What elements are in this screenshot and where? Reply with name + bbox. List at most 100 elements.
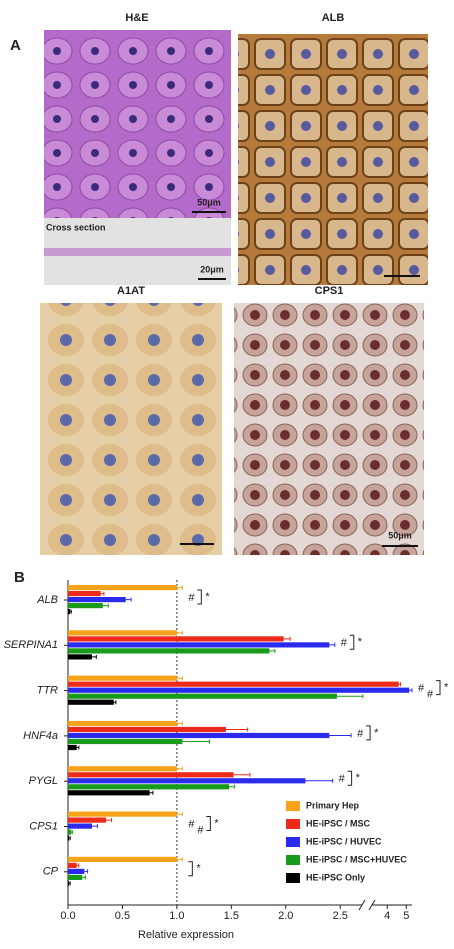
micrograph bbox=[238, 34, 428, 285]
error-bar bbox=[74, 745, 80, 750]
bar bbox=[68, 726, 226, 733]
bracket bbox=[188, 861, 193, 877]
bar bbox=[68, 603, 103, 609]
panel-label: A bbox=[10, 37, 21, 54]
error-bar bbox=[68, 609, 72, 614]
axis-break bbox=[368, 899, 376, 911]
error-bar bbox=[96, 591, 105, 596]
significance: * bbox=[356, 772, 361, 784]
error-bar bbox=[277, 778, 334, 783]
x-tick-label: 2.5 bbox=[333, 910, 348, 922]
y-tick-label: PYGL bbox=[29, 775, 58, 787]
bracket bbox=[349, 634, 355, 650]
y-tick-label: ALB bbox=[36, 594, 58, 606]
image-title: ALB bbox=[322, 12, 345, 24]
bar bbox=[68, 597, 126, 603]
error-bar bbox=[170, 812, 183, 817]
error-bar bbox=[67, 836, 71, 841]
bar bbox=[68, 744, 77, 751]
bar bbox=[68, 591, 101, 597]
bar bbox=[68, 642, 330, 648]
bar bbox=[68, 732, 330, 739]
bracket bbox=[347, 770, 353, 786]
bar bbox=[68, 829, 72, 835]
error-bar bbox=[307, 733, 352, 738]
bar bbox=[68, 630, 177, 636]
legend-swatch bbox=[286, 837, 300, 847]
axis-break bbox=[358, 899, 366, 911]
legend-swatch bbox=[286, 855, 300, 865]
scale-label: 50μm bbox=[388, 530, 412, 540]
bar bbox=[68, 654, 92, 660]
significance: # bbox=[427, 689, 434, 701]
y-tick-label: HNF4a bbox=[23, 730, 58, 742]
significance: * bbox=[205, 591, 210, 603]
significance: # bbox=[188, 592, 195, 604]
error-bar bbox=[309, 694, 364, 699]
significance: * bbox=[374, 727, 379, 739]
x-tick-label: 2.0 bbox=[278, 910, 293, 922]
bar bbox=[68, 687, 410, 693]
error-bar bbox=[276, 636, 291, 641]
error-bar bbox=[170, 857, 183, 862]
legend-label: HE-iPSC / MSC+HUVEC bbox=[306, 854, 407, 864]
image-title: H&E bbox=[125, 12, 148, 24]
x-tick-label: 0.0 bbox=[60, 910, 75, 922]
error-bar bbox=[263, 648, 276, 653]
significance: * bbox=[214, 817, 219, 829]
bar bbox=[68, 766, 177, 772]
legend-swatch bbox=[286, 819, 300, 829]
error-bar bbox=[223, 784, 236, 789]
y-tick-label: CPS1 bbox=[29, 820, 58, 832]
error-bar bbox=[323, 642, 336, 647]
error-bar bbox=[96, 603, 109, 608]
inset-label: Cross section bbox=[46, 222, 106, 232]
x-tick-label: 1.0 bbox=[169, 910, 184, 922]
bar bbox=[68, 699, 114, 705]
bar bbox=[68, 636, 284, 642]
x-tick-label: 5 bbox=[403, 910, 409, 922]
bar bbox=[68, 675, 177, 681]
significance: * bbox=[196, 863, 201, 875]
error-bar bbox=[111, 700, 117, 705]
y-tick-label: CP bbox=[43, 866, 59, 878]
panel-label: B bbox=[14, 569, 25, 586]
bracket bbox=[436, 680, 441, 696]
error-bar bbox=[154, 739, 211, 744]
bar bbox=[68, 772, 234, 778]
legend-swatch bbox=[286, 873, 300, 883]
error-bar bbox=[170, 585, 183, 590]
image-title: A1AT bbox=[117, 285, 145, 297]
bar bbox=[68, 790, 150, 796]
significance: # bbox=[197, 824, 204, 836]
bar bbox=[68, 868, 85, 874]
error-bar bbox=[170, 766, 183, 771]
significance: # bbox=[357, 728, 364, 740]
significance: * bbox=[358, 636, 363, 648]
error-bar bbox=[78, 875, 86, 880]
error-bar bbox=[86, 824, 98, 829]
significance: # bbox=[418, 683, 425, 695]
error-bar bbox=[203, 727, 249, 732]
x-tick-label: 1.5 bbox=[224, 910, 239, 922]
error-bar bbox=[216, 772, 251, 777]
y-tick-label: TTR bbox=[37, 685, 58, 697]
bar bbox=[68, 811, 177, 817]
x-tick-label: 4 bbox=[384, 910, 390, 922]
error-bar bbox=[100, 818, 113, 823]
error-bar bbox=[170, 676, 183, 681]
error-bar bbox=[145, 790, 154, 795]
micrograph bbox=[40, 303, 222, 555]
bar bbox=[68, 693, 337, 699]
bracket bbox=[197, 589, 202, 605]
error-bar bbox=[87, 654, 97, 659]
error-bar bbox=[67, 881, 71, 886]
significance: # bbox=[188, 818, 195, 830]
bar bbox=[68, 681, 399, 687]
significance: # bbox=[339, 773, 346, 785]
bar bbox=[68, 862, 77, 868]
micrograph bbox=[234, 303, 424, 555]
legend-label: HE-iPSC Only bbox=[306, 872, 365, 882]
